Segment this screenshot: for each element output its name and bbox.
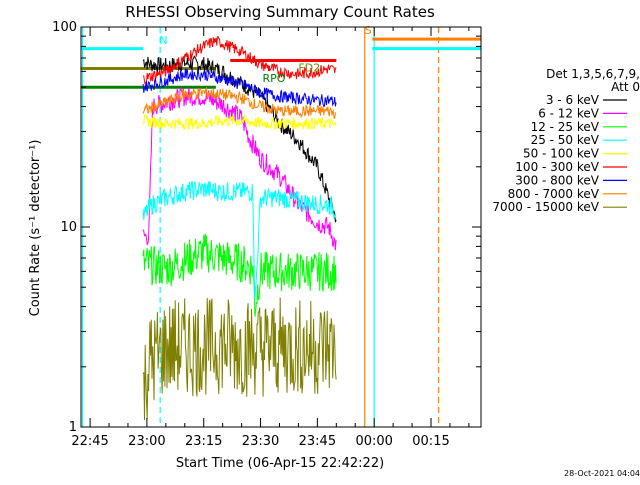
x-axis-label: Start Time (06-Apr-15 22:42:22) xyxy=(176,456,384,471)
y-tick-label: 100 xyxy=(52,20,77,35)
series-line xyxy=(142,36,337,87)
x-tick-label: 23:45 xyxy=(299,434,336,449)
legend-entry-label: 300 - 800 keV xyxy=(515,173,599,187)
plot-area xyxy=(81,27,481,427)
legend-entry-label: 3 - 6 keV xyxy=(546,93,600,107)
legend-entry-label: 100 - 300 keV xyxy=(515,160,599,174)
chart-title: RHESSI Observing Summary Count Rates xyxy=(125,3,435,21)
x-tick-label: 22:45 xyxy=(71,434,108,449)
y-axis-label: Count Rate (s⁻¹ detector⁻¹) xyxy=(28,140,43,317)
chart-annotation: RPO xyxy=(262,72,285,85)
legend-entry-label: 25 - 50 keV xyxy=(531,133,600,147)
y-tick-label: 10 xyxy=(60,220,77,235)
legend-title-line2: Att 0 xyxy=(611,80,640,94)
y-tick-label: 1 xyxy=(69,420,77,435)
legend-entry-label: 12 - 25 keV xyxy=(531,120,600,134)
x-tick-label: 00:15 xyxy=(412,434,449,449)
legend-entry-label: 800 - 7000 keV xyxy=(508,187,600,201)
x-tick-label: 23:00 xyxy=(128,434,165,449)
legend-title-line1: Det 1,3,5,6,7,9, xyxy=(546,67,640,81)
legend-entry-label: 7000 - 15000 keV xyxy=(492,200,599,214)
series-line xyxy=(142,297,337,421)
footer-timestamp: 28-Oct-2021 04:04 xyxy=(564,469,640,478)
series-line xyxy=(142,87,337,120)
legend-entry-label: 6 - 12 keV xyxy=(538,106,600,120)
chart-annotation: S xyxy=(365,24,372,37)
plot-layer: N FD2 RPO S xyxy=(81,24,481,427)
series-line xyxy=(142,180,337,300)
chart-annotation: FD2 xyxy=(298,61,320,74)
series-line xyxy=(142,87,337,251)
chart-annotation: N xyxy=(159,34,167,47)
axes-layer: 22:45 23:00 23:15 23:30 23:45 00:00 00:15 1 10 10… xyxy=(52,20,482,449)
x-tick-label: 00:00 xyxy=(355,434,392,449)
x-tick-label: 23:15 xyxy=(185,434,222,449)
series-line xyxy=(142,68,337,107)
series-line xyxy=(142,233,337,317)
legend-entry-label: 50 - 100 keV xyxy=(523,147,600,161)
x-tick-label: 23:30 xyxy=(242,434,279,449)
series-line xyxy=(142,113,337,131)
